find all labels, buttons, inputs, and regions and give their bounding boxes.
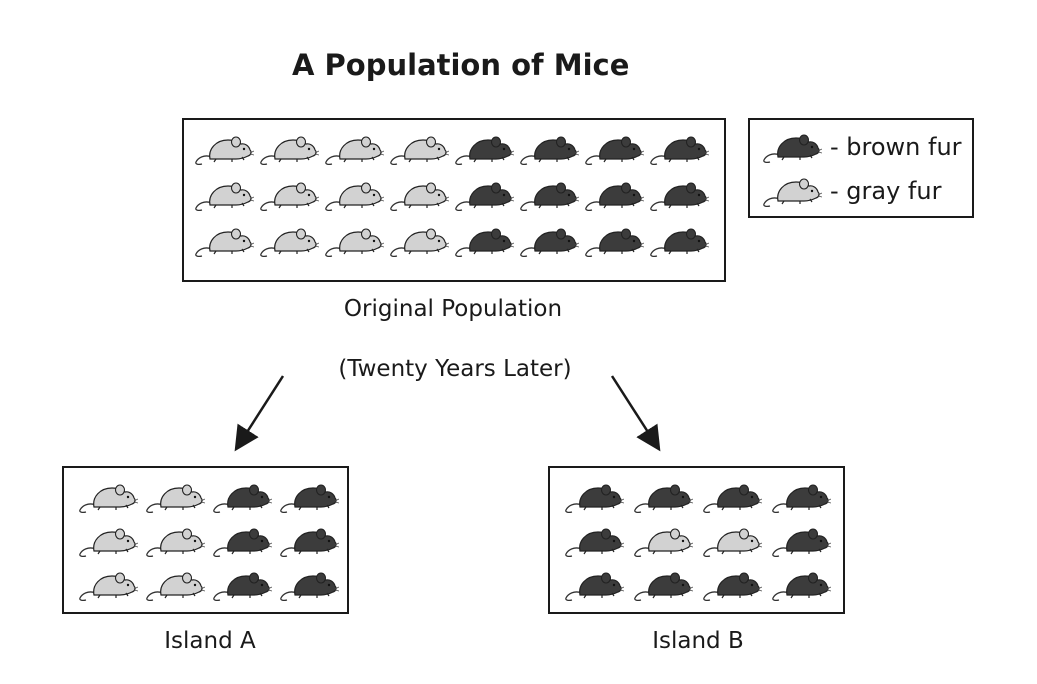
island-a-box [62, 466, 349, 614]
gray-mouse-icon [76, 524, 138, 558]
island-a-grid [76, 480, 339, 602]
legend-box: - brown fur - gray fur [748, 118, 974, 218]
brown-mouse-icon [277, 524, 339, 558]
gray-mouse-icon [631, 524, 693, 558]
brown-mouse-icon [700, 480, 762, 514]
legend-brown: - brown fur [760, 130, 962, 164]
time-label: (Twenty Years Later) [338, 356, 572, 382]
island-a-caption: Island A [164, 628, 256, 654]
gray-mouse-icon [700, 524, 762, 558]
gray-mouse-icon [143, 568, 205, 602]
brown-mouse-icon [210, 524, 272, 558]
original-population-box [182, 118, 726, 282]
legend-brown-label: - brown fur [830, 133, 962, 161]
original-population-caption: Original Population [343, 296, 563, 322]
legend-gray: - gray fur [760, 174, 941, 208]
arrow-to-island-a [234, 375, 285, 452]
brown-mouse-icon [631, 568, 693, 602]
diagram-title: A Population of Mice [292, 48, 630, 82]
gray-mouse-icon [76, 568, 138, 602]
brown-mouse-icon [562, 480, 624, 514]
brown-mouse-icon [562, 524, 624, 558]
gray-mouse-icon [143, 524, 205, 558]
island-b-box [548, 466, 845, 614]
brown-mouse-icon [210, 480, 272, 514]
gray-mouse-icon [143, 480, 205, 514]
brown-mouse-icon [562, 568, 624, 602]
brown-mouse-icon [700, 568, 762, 602]
island-b-grid [562, 480, 831, 602]
island-b-caption: Island B [652, 628, 744, 654]
brown-mouse-icon [277, 480, 339, 514]
legend-gray-label: - gray fur [830, 177, 942, 205]
arrow-to-island-b [610, 375, 661, 452]
brown-mouse-icon [210, 568, 272, 602]
brown-mouse-icon [277, 568, 339, 602]
brown-mouse-icon [631, 480, 693, 514]
brown-mouse-icon [769, 480, 831, 514]
gray-mouse-icon [76, 480, 138, 514]
brown-mouse-icon [769, 568, 831, 602]
brown-mouse-icon [769, 524, 831, 558]
